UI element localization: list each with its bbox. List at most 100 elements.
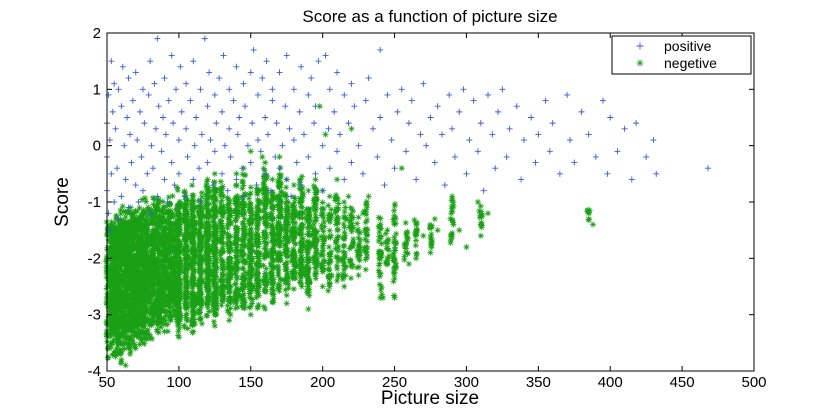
negetive-point — [136, 341, 143, 348]
negetive-point — [385, 247, 392, 254]
negetive-point — [390, 252, 397, 259]
negetive-point — [256, 240, 263, 247]
negetive-point — [254, 232, 261, 239]
negetive-point — [163, 220, 170, 227]
negetive-point — [277, 238, 284, 245]
negetive-point — [106, 345, 113, 352]
negetive-point — [275, 262, 282, 269]
negetive-point — [253, 241, 260, 248]
negetive-point — [220, 208, 227, 215]
negetive-point — [204, 242, 211, 249]
negetive-point — [105, 230, 112, 237]
negetive-point — [181, 200, 188, 207]
negetive-point — [227, 295, 234, 302]
negetive-point — [131, 333, 138, 340]
negetive-point — [121, 274, 128, 281]
negetive-point — [111, 220, 118, 227]
negetive-point — [154, 205, 161, 212]
negetive-point — [284, 211, 291, 218]
negetive-point — [113, 335, 120, 342]
negetive-point — [158, 241, 165, 248]
negetive-point — [131, 293, 138, 300]
negetive-point — [318, 212, 325, 219]
negetive-point — [118, 227, 125, 234]
negetive-point — [340, 262, 347, 269]
negetive-point — [260, 181, 267, 188]
negetive-point — [108, 308, 115, 315]
negetive-point — [268, 221, 275, 228]
negetive-point — [168, 312, 175, 319]
negetive-point — [405, 260, 412, 267]
negetive-point — [284, 259, 291, 266]
negetive-point — [341, 208, 348, 215]
negetive-point — [282, 251, 289, 258]
negetive-point — [393, 230, 400, 237]
negetive-point — [333, 237, 340, 244]
negetive-point — [156, 293, 163, 300]
negetive-point — [167, 219, 174, 226]
negetive-point — [167, 275, 174, 282]
negetive-point — [191, 298, 198, 305]
negetive-point — [355, 272, 362, 279]
negetive-point — [361, 247, 368, 254]
negetive-point — [306, 286, 313, 293]
negetive-point — [181, 269, 188, 276]
negetive-point — [271, 241, 278, 248]
negetive-point — [127, 344, 134, 351]
negetive-point — [297, 177, 304, 184]
negetive-point — [269, 176, 276, 183]
negetive-point — [181, 250, 188, 257]
negetive-point — [191, 203, 198, 210]
negetive-point — [204, 312, 211, 319]
negetive-point — [113, 319, 120, 326]
negetive-point — [120, 246, 127, 253]
negetive-point — [275, 206, 282, 213]
negetive-point — [203, 191, 210, 198]
negetive-point — [291, 204, 298, 211]
negetive-point — [145, 220, 152, 227]
negetive-point — [125, 273, 132, 280]
negetive-point — [233, 214, 240, 221]
negetive-point — [263, 201, 270, 208]
negetive-point — [341, 266, 348, 273]
negetive-point — [429, 239, 436, 246]
negetive-point — [349, 208, 356, 215]
negetive-point — [111, 283, 118, 290]
negetive-point — [177, 201, 184, 208]
negetive-point — [269, 254, 276, 261]
negetive-point — [152, 209, 159, 216]
negetive-point — [151, 225, 158, 232]
negetive-point — [261, 188, 268, 195]
negetive-point — [261, 195, 268, 202]
negetive-point — [239, 302, 246, 309]
negetive-point — [139, 321, 146, 328]
negetive-point — [364, 216, 371, 223]
negetive-point — [199, 253, 206, 260]
negetive-point — [241, 295, 248, 302]
negetive-point — [247, 242, 254, 249]
negetive-point — [297, 263, 304, 270]
negetive-point — [262, 175, 269, 182]
negetive-point — [292, 220, 299, 227]
negetive-point — [136, 296, 143, 303]
negetive-point — [339, 271, 346, 278]
negetive-point — [254, 225, 261, 232]
negetive-point — [133, 235, 140, 242]
negetive-point — [170, 294, 177, 301]
negetive-point — [218, 292, 225, 299]
negetive-point — [282, 248, 289, 255]
negetive-point — [174, 299, 181, 306]
negetive-point — [175, 295, 182, 302]
negetive-point — [198, 304, 205, 311]
negetive-point — [390, 239, 397, 246]
negetive-point — [242, 172, 249, 179]
negetive-point — [233, 244, 240, 251]
negetive-point — [131, 297, 138, 304]
negetive-point — [196, 230, 203, 237]
negetive-point — [278, 171, 285, 178]
negetive-point — [285, 236, 292, 243]
negetive-point — [299, 267, 306, 274]
negetive-point — [184, 317, 191, 324]
negetive-point — [155, 317, 162, 324]
negetive-point — [217, 217, 224, 224]
